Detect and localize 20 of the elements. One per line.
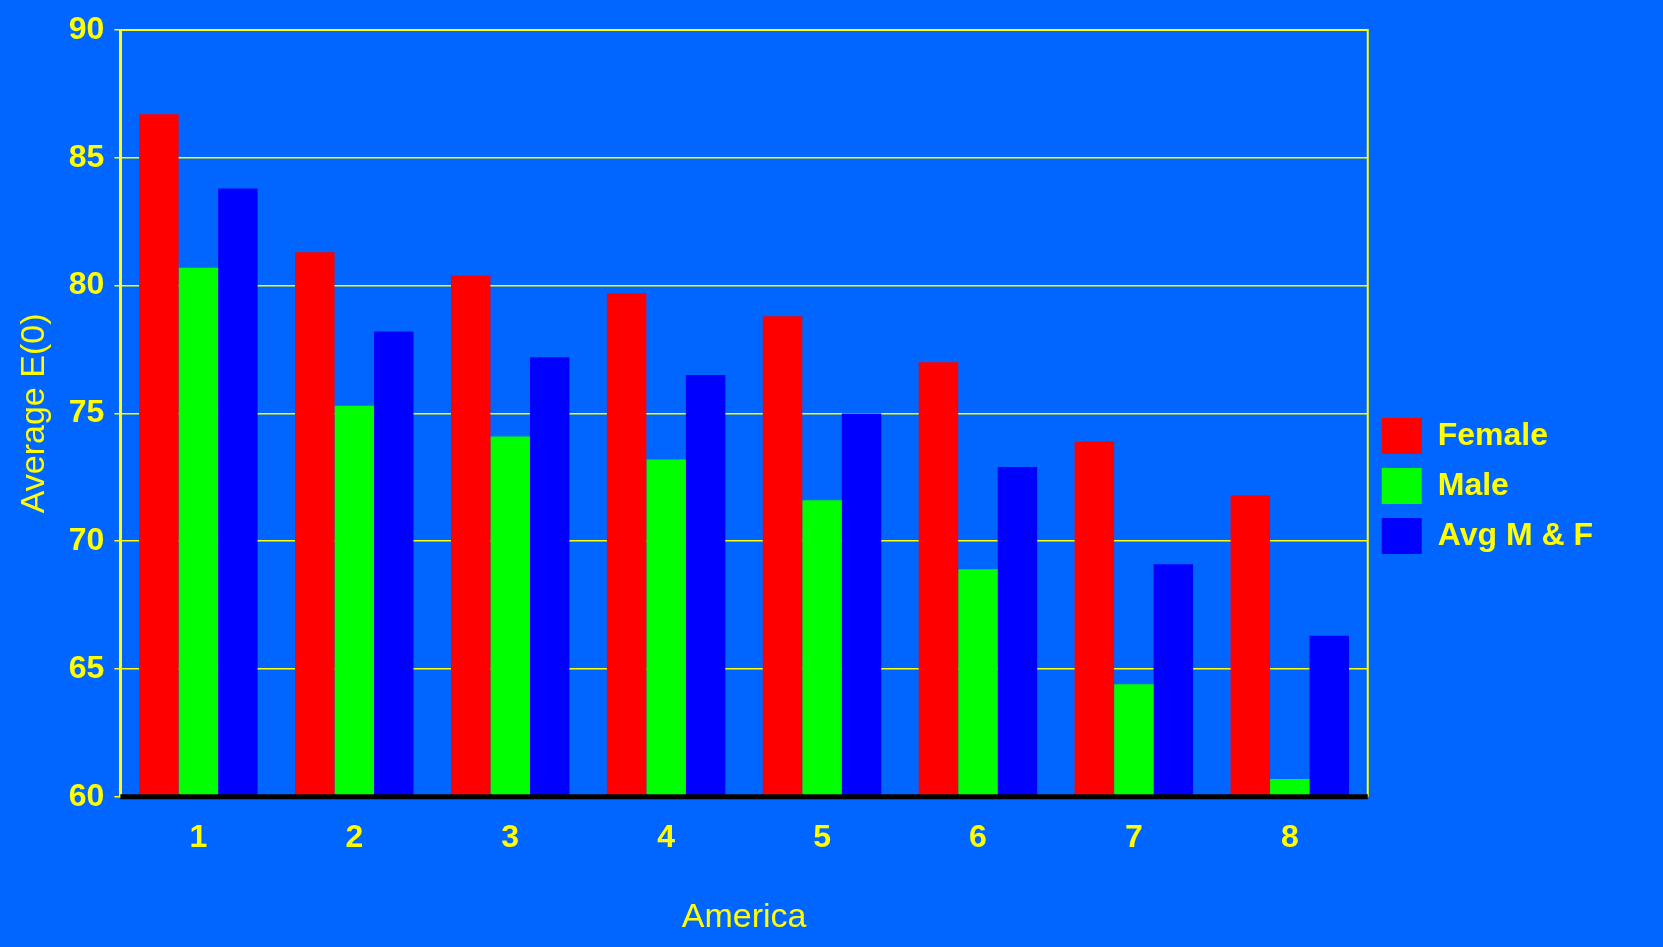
x-tick-label: 8 [1280, 817, 1299, 854]
y-tick-label: 85 [68, 137, 105, 174]
x-tick-label: 1 [189, 817, 208, 854]
legend-label: Female [1437, 415, 1549, 452]
x-tick-label: 3 [501, 817, 520, 854]
legend-label: Avg M & F [1437, 515, 1593, 552]
x-tick-label: 5 [813, 817, 831, 854]
x-tick-label: 2 [345, 817, 364, 854]
y-tick-label: 60 [68, 776, 105, 813]
x-tick-label: 7 [1124, 817, 1143, 854]
y-tick-label: 80 [68, 265, 105, 302]
x-tick-label: 4 [657, 817, 676, 854]
y-tick-label: 65 [68, 648, 105, 685]
y-tick-label: 90 [68, 9, 105, 46]
legend-label: Male [1437, 465, 1509, 502]
x-axis-title: America [681, 895, 807, 934]
y-tick-label: 70 [68, 521, 105, 558]
y-axis-title: Average E(0) [12, 313, 51, 514]
x-tick-label: 6 [969, 817, 987, 854]
y-tick-label: 75 [68, 393, 105, 430]
